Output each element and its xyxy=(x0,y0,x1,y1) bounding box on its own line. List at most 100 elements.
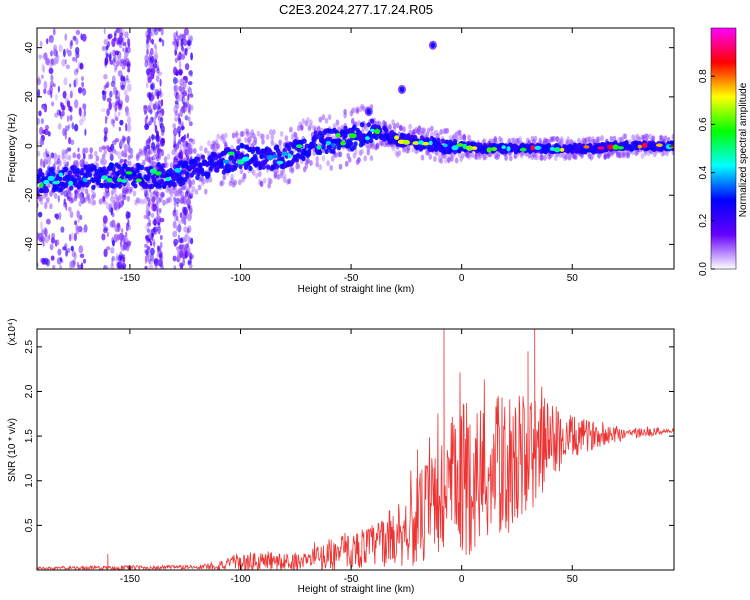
spectrogram-cell xyxy=(242,172,247,179)
spectrogram-cell xyxy=(43,80,48,90)
spectrogram-cell xyxy=(49,243,54,251)
spectrogram-cell xyxy=(451,145,459,151)
spectrogram-cell xyxy=(428,153,433,160)
spectrogram-cell xyxy=(83,224,88,233)
spectrogram-cell xyxy=(38,168,43,174)
spectrogram-cell xyxy=(204,147,208,154)
spectrogram-cell xyxy=(637,144,643,149)
spectrogram-cell xyxy=(227,164,232,170)
spectrogram-cell xyxy=(37,89,41,98)
spectrogram-cell xyxy=(57,195,60,203)
spectrogram-cell xyxy=(180,263,184,269)
spectrogram-cell xyxy=(125,110,131,118)
spectrogram-cell xyxy=(153,43,157,49)
spectrogram-cell xyxy=(184,105,188,112)
spectrogram-cell xyxy=(417,125,422,132)
spectrogram-cell xyxy=(154,171,162,176)
spectrogram-cell xyxy=(343,132,348,138)
spectrogram-cell xyxy=(324,117,329,124)
spectrogram-cell xyxy=(178,85,183,92)
spectrogram-cell xyxy=(44,235,50,244)
spectrogram-cell xyxy=(101,145,107,150)
spectrogram-cell xyxy=(461,152,465,159)
spectrogram-cell xyxy=(154,28,159,36)
spectrogram-cell xyxy=(112,200,117,207)
spectrogram-cell xyxy=(59,257,63,262)
spectrogram-cell xyxy=(82,103,87,110)
spectrogram-cell xyxy=(228,159,233,166)
spectrogram-cell xyxy=(153,257,157,267)
spectrogram-cell xyxy=(181,45,185,52)
spectrogram-cell xyxy=(115,101,120,106)
spectrogram-cell xyxy=(102,215,108,224)
x-tick-label: -100 xyxy=(230,574,250,585)
snr-x-label: Height of straight line (km) xyxy=(298,584,415,595)
spectrogram-cell xyxy=(151,241,156,246)
spectrogram-cell xyxy=(73,123,79,132)
spectrogram-cell xyxy=(152,154,157,161)
spectrogram-cell xyxy=(306,151,312,157)
spectrogram-cell xyxy=(282,177,287,183)
spectrogram-cell xyxy=(137,198,141,204)
spectrogram-cell xyxy=(380,140,385,147)
spectrogram-cell xyxy=(150,205,154,211)
spectrogram-cell xyxy=(663,135,668,142)
spectrogram-cell xyxy=(113,54,117,63)
spectrogram-cell xyxy=(71,250,76,258)
spectrogram-cell xyxy=(112,239,115,247)
spectrogram-cell xyxy=(118,193,123,200)
spectrogram-cell xyxy=(198,162,203,168)
spectrogram-cell xyxy=(119,81,123,90)
spectrogram-cell xyxy=(179,78,185,87)
spectrogram-cell xyxy=(116,90,121,99)
spectrogram-cell xyxy=(175,209,179,216)
spectrogram-cell xyxy=(313,130,318,136)
spectrogram-cell xyxy=(106,145,110,150)
spectrogram-cell xyxy=(148,265,154,269)
spectrogram-cell xyxy=(113,37,117,42)
spectrogram-cell xyxy=(122,41,127,47)
spectrogram-cell xyxy=(176,125,182,134)
spectrogram-cell xyxy=(265,164,271,170)
spectrogram-cell xyxy=(422,141,430,146)
spectrogram-cell xyxy=(117,254,122,262)
snr-y-ticks: 0.5 1.0 1.5 2.0 2.5 xyxy=(24,339,674,532)
spectrogram-cell xyxy=(44,187,50,193)
spectrogram-cell xyxy=(50,255,55,261)
spectrogram-cell xyxy=(412,141,420,145)
spectrogram-cell xyxy=(302,138,307,144)
spectrogram-cell xyxy=(77,153,81,160)
spectrogram-cell xyxy=(111,219,116,228)
x-tick-label: -150 xyxy=(120,574,140,585)
spectrogram-cell xyxy=(622,152,626,159)
spectrogram-cell xyxy=(369,118,375,124)
spectrogram-cell xyxy=(45,38,49,45)
spectrogram-cell xyxy=(335,132,341,138)
spectrogram-cell xyxy=(146,246,151,251)
spectrogram-cell xyxy=(321,155,326,162)
spectrogram-cell xyxy=(106,246,111,251)
spectrogram-cell xyxy=(121,228,124,234)
spectrogram-cell xyxy=(577,142,583,148)
spectrogram-cell xyxy=(80,62,83,69)
spectrogram-cell xyxy=(360,148,364,155)
spectrogram-cell xyxy=(394,135,400,140)
colorbar-ticks: 0.0 0.2 0.4 0.6 0.8 xyxy=(698,69,715,276)
spectrogram-cell xyxy=(78,245,84,254)
spectrogram-cell xyxy=(275,167,279,174)
spectrogram-cell xyxy=(129,152,134,159)
spectrogram-cell xyxy=(68,170,73,176)
spectrogram-cell xyxy=(112,170,117,176)
spectrogram-cell xyxy=(175,30,179,37)
spectrogram-x-ticks: -150 -100 -50 0 50 xyxy=(120,28,578,284)
spectrogram-cell xyxy=(279,131,284,137)
spectrogram-cell xyxy=(103,226,109,232)
spectrogram-cell xyxy=(135,168,140,174)
spectrogram-outlier-core xyxy=(399,86,405,93)
spectrogram-cell xyxy=(445,127,450,134)
spectrogram-cell xyxy=(368,138,374,144)
spectrogram-cell xyxy=(105,45,109,51)
spectrogram-cell xyxy=(153,239,156,248)
spectrogram-cell xyxy=(603,154,607,161)
spectrogram-cell xyxy=(645,133,649,140)
